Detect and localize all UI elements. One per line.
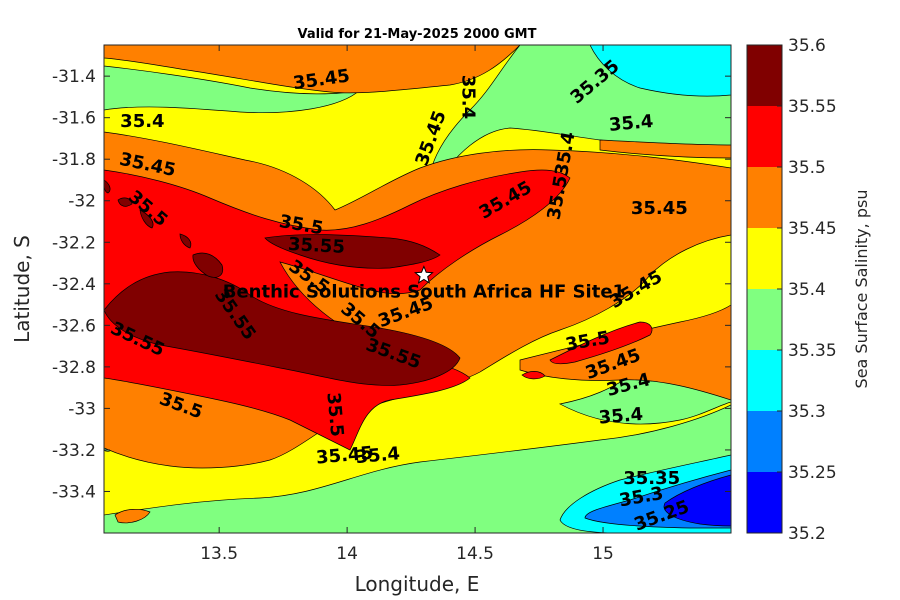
- contour-label: 35.55: [287, 234, 345, 258]
- contour-label: 35.4: [120, 111, 164, 132]
- contour-fill-layers: [104, 45, 731, 533]
- contour-label: 35.4: [355, 443, 401, 468]
- colorbar-segment: [747, 45, 782, 106]
- contour-label: 35.35: [623, 468, 680, 489]
- contour-band-35-5-main: [104, 169, 571, 451]
- colorbar-segment: [747, 228, 782, 289]
- contour-band-35-55-left-c: [139, 209, 154, 229]
- site-star-icon: [414, 265, 434, 284]
- plot-frame: [103, 44, 732, 534]
- colorbar-tick-label: 35.55: [788, 97, 837, 117]
- contour-band-35-2: [663, 474, 731, 527]
- x-tick-label: 15: [592, 544, 614, 564]
- y-tick-label: -32.2: [52, 233, 96, 253]
- y-tick-label: -33.2: [52, 441, 96, 461]
- contour-label: 35.5: [322, 392, 347, 438]
- colorbar-segment: [747, 167, 782, 228]
- y-axis-ticks: -31.4 -31.6 -31.8 -32 -32.2 -32.4 -32.6 -32.8 -3…: [52, 67, 731, 502]
- contour-band-35-5-small: [521, 371, 546, 380]
- chart-title: Valid for 21-May-2025 2000 GMT: [298, 27, 537, 42]
- colorbar-segment: [747, 289, 782, 350]
- y-tick-label: -32: [68, 192, 96, 212]
- x-axis-ticks: 13.5 14 14.5 15: [200, 45, 614, 564]
- contour-band-35-45-top: [104, 45, 521, 94]
- x-axis-label: Longitude, E: [355, 572, 480, 596]
- contour-band-35-45-small: [114, 508, 151, 524]
- contour-label: 35.4: [457, 75, 478, 119]
- contour-band-35-55-left-d: [179, 233, 192, 249]
- contour-band-35-45-top-right: [599, 139, 731, 159]
- colorbar-ticks: 35.2 35.25 35.3 35.35 35.4 35.45 35.5 35.55 35.6: [777, 36, 837, 544]
- colorbar-tick-label: 35.2: [788, 524, 826, 544]
- y-tick-label: -33: [68, 399, 96, 419]
- contour-label: 35.4: [608, 111, 654, 136]
- colorbar-label: Sea Surface Salinity, psu: [852, 190, 871, 389]
- site-label: Benthic Solutions South Africa HF Site1: [223, 282, 625, 303]
- contour-band-35-55-mid: [192, 252, 224, 278]
- y-tick-label: -33.4: [52, 482, 96, 502]
- y-tick-label: -31.8: [52, 150, 96, 170]
- colorbar-tick-label: 35.3: [788, 402, 826, 422]
- colorbar-tick-label: 35.5: [788, 158, 826, 178]
- y-axis-label: Latitude, S: [10, 235, 34, 343]
- y-tick-label: -32.4: [52, 275, 96, 295]
- y-tick-label: -31.4: [52, 67, 96, 87]
- colorbar-tick-label: 35.35: [788, 341, 837, 361]
- contour-label: 35.45: [315, 443, 374, 469]
- colorbar-segment: [747, 472, 782, 533]
- colorbar-tick-label: 35.25: [788, 463, 837, 483]
- contour-band-35-55-left-b: [117, 197, 133, 207]
- colorbar-tick-label: 35.4: [788, 280, 826, 300]
- x-tick-label: 13.5: [200, 544, 238, 564]
- contour-band-35-5-right: [549, 321, 653, 365]
- y-tick-label: -32.8: [52, 358, 96, 378]
- y-tick-label: -31.6: [52, 109, 96, 129]
- contour-label: 35.4: [598, 404, 644, 429]
- colorbar-tick-label: 35.6: [788, 36, 826, 56]
- colorbar-segment: [747, 411, 782, 472]
- contour-band-35-3-top: [589, 45, 731, 97]
- colorbar-tick-label: 35.45: [788, 219, 837, 239]
- colorbar-segment: [747, 106, 782, 167]
- contour-band-35-35-bottom: [104, 404, 731, 533]
- contour-band-35-55-upper: [264, 234, 441, 269]
- colorbar: [747, 45, 782, 533]
- contour-label: 35.45: [631, 198, 688, 219]
- colorbar-segment: [747, 350, 782, 411]
- x-tick-label: 14.5: [456, 544, 494, 564]
- x-tick-label: 14: [336, 544, 358, 564]
- y-tick-label: -32.6: [52, 316, 96, 336]
